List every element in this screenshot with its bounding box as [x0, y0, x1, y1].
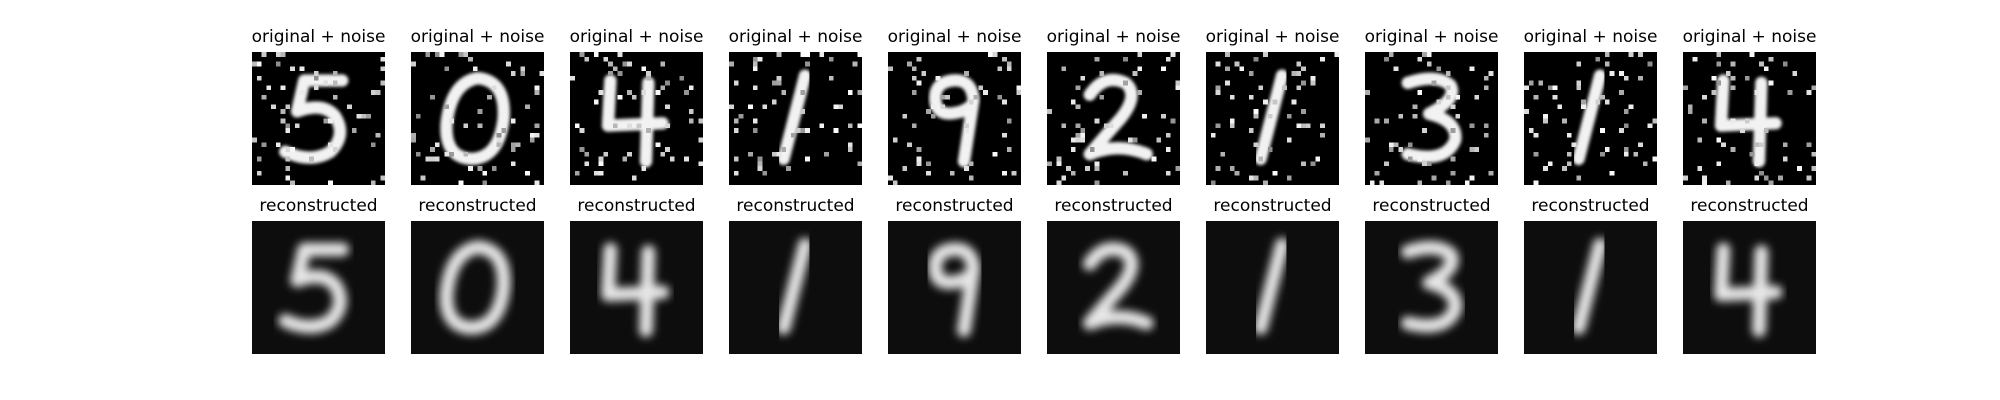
noisy-panel-4: original + noise [729, 27, 862, 187]
panel-title: original + noise [1205, 27, 1340, 47]
digit-stroke [1083, 73, 1153, 161]
digit-stroke [439, 240, 511, 335]
reconstructed-digit-image [888, 221, 1021, 354]
panel-title: original + noise [1682, 27, 1817, 47]
reconstructed-panel-5: reconstructed [888, 196, 1021, 356]
panel-title: original + noise [410, 27, 545, 47]
noisy-panel-10: original + noise [1683, 27, 1816, 187]
noisy-panel-3: original + noise [570, 27, 703, 187]
reconstructed-panel-3: reconstructed [570, 196, 703, 356]
reconstructed-panel-4: reconstructed [729, 196, 862, 356]
panel-title: reconstructed [1531, 196, 1650, 216]
noisy-panel-6: original + noise [1047, 27, 1180, 187]
noisy-panel-8: original + noise [1365, 27, 1498, 187]
noisy-digit-image [252, 52, 385, 185]
digit-stroke [278, 242, 350, 334]
panel-title: original + noise [251, 27, 386, 47]
panel-title: original + noise [887, 27, 1022, 47]
reconstructed-panel-10: reconstructed [1683, 196, 1816, 356]
panel-title: original + noise [1046, 27, 1181, 47]
panel-title: reconstructed [259, 196, 378, 216]
digit-stroke [1400, 240, 1463, 333]
noisy-digit-image [1683, 52, 1816, 185]
digit-stroke [929, 74, 980, 168]
noisy-digit-image [570, 52, 703, 185]
panel-title: reconstructed [1054, 196, 1173, 216]
reconstructed-digit-image [1683, 221, 1816, 354]
panel-title: reconstructed [1372, 196, 1491, 216]
panel-title: reconstructed [895, 196, 1014, 216]
reconstructed-panel-9: reconstructed [1524, 196, 1657, 356]
digit-stroke [440, 71, 510, 166]
digit-stroke [1571, 237, 1607, 335]
noisy-digit-image [411, 52, 544, 185]
panel-title: reconstructed [736, 196, 855, 216]
reconstructed-digit-image [252, 221, 385, 354]
reconstructed-panel-8: reconstructed [1365, 196, 1498, 356]
noisy-panel-5: original + noise [888, 27, 1021, 187]
reconstructed-digit-image [1206, 221, 1339, 354]
reconstructed-digit-image [1047, 221, 1180, 354]
noisy-digit-image [729, 52, 862, 185]
noisy-digit-image [1365, 52, 1498, 185]
digit-stroke [601, 242, 670, 338]
digit-stroke [1253, 237, 1289, 335]
noisy-digit-image [1524, 52, 1657, 185]
panel-title: reconstructed [577, 196, 696, 216]
noisy-digit-image [1206, 52, 1339, 185]
panel-title: original + noise [1523, 27, 1658, 47]
noisy-panel-1: original + noise [252, 27, 385, 187]
panel-title: reconstructed [418, 196, 537, 216]
panel-title: original + noise [1364, 27, 1499, 47]
reconstructed-digit-image [570, 221, 703, 354]
digit-stroke [777, 69, 812, 166]
noisy-digit-image [888, 52, 1021, 185]
digit-stroke [776, 237, 812, 335]
noisy-panel-7: original + noise [1206, 27, 1339, 187]
digit-stroke [1082, 242, 1154, 331]
reconstructed-panel-6: reconstructed [1047, 196, 1180, 356]
noisy-digit-image [1047, 52, 1180, 185]
digit-stroke [928, 242, 981, 338]
digit-stroke [1401, 72, 1462, 163]
panel-title: reconstructed [1690, 196, 1809, 216]
noisy-panel-9: original + noise [1524, 27, 1657, 187]
reconstructed-panel-1: reconstructed [252, 196, 385, 356]
reconstructed-digit-image [1524, 221, 1657, 354]
panel-title: original + noise [728, 27, 863, 47]
panel-title: original + noise [569, 27, 704, 47]
reconstructed-panel-2: reconstructed [411, 196, 544, 356]
digit-stroke [601, 74, 669, 168]
noisy-panel-2: original + noise [411, 27, 544, 187]
reconstructed-digit-image [1365, 221, 1498, 354]
reconstructed-digit-image [411, 221, 544, 354]
panel-title: reconstructed [1213, 196, 1332, 216]
reconstructed-digit-image [729, 221, 862, 354]
digit-stroke [1714, 74, 1782, 168]
digit-stroke [1714, 242, 1783, 338]
reconstructed-panel-7: reconstructed [1206, 196, 1339, 356]
digit-stroke [1572, 69, 1607, 166]
